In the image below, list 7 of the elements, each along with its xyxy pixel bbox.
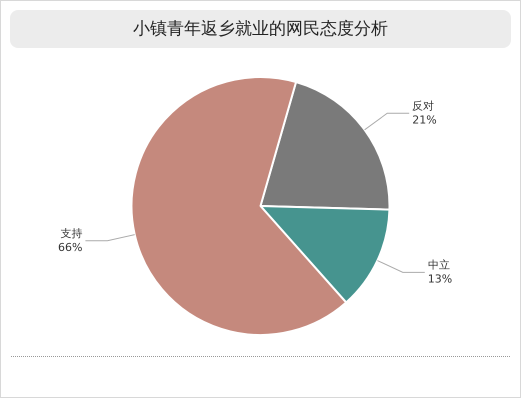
chart-title: 小镇青年返乡就业的网民态度分析 — [10, 10, 511, 48]
data-label: 66% — [58, 240, 82, 254]
data-label: 13% — [428, 272, 452, 286]
slice-label: 中立 — [428, 258, 450, 272]
slice-label: 支持 — [60, 226, 82, 240]
slice-label: 反对 — [412, 99, 434, 112]
data-label: 21% — [412, 113, 437, 126]
